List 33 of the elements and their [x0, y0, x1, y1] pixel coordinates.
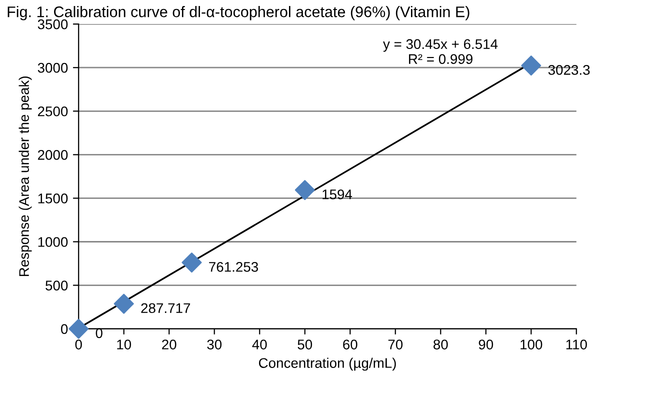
- x-tick-label: 20: [162, 340, 176, 350]
- y-tick-label: 3500: [38, 19, 68, 30]
- x-tick-label: 30: [207, 340, 222, 350]
- y-tick-label: 500: [46, 280, 68, 290]
- x-tick-label: 110: [566, 340, 587, 350]
- x-tick-label: 70: [388, 340, 403, 350]
- y-tick-label: 1500: [38, 194, 68, 204]
- x-tick-label: 80: [434, 340, 448, 350]
- point: [68, 318, 89, 339]
- data-label: 761.253: [209, 262, 258, 272]
- chart-title: Fig. 1: Calibration curve of dl-α-tocopherol acetate (96%) (Vitamin E): [8, 6, 470, 20]
- point: [521, 56, 542, 76]
- data-label: 3023.3: [548, 65, 590, 75]
- y-tick-label: 2500: [38, 106, 68, 116]
- point: [182, 252, 202, 273]
- x-axis-title: Concentration (µg/mL): [258, 358, 396, 371]
- x-tick-label: 90: [478, 340, 494, 350]
- y-tick-label: 3000: [38, 62, 68, 73]
- data-label: 287.717: [141, 303, 190, 314]
- x-tick-label: 10: [117, 340, 132, 350]
- y-tick-label: 2000: [38, 150, 68, 160]
- y-tick-label: 1000: [38, 237, 68, 247]
- x-tick-label: 60: [343, 340, 358, 350]
- y-axis-title: Response (Area under the peak): [18, 76, 32, 276]
- x-tick-label: 0: [75, 340, 82, 350]
- point: [114, 294, 134, 314]
- x-tick-label: 40: [252, 340, 267, 350]
- x-tick-label: 100: [520, 340, 542, 350]
- point: [294, 180, 315, 200]
- x-tick-label: 50: [298, 340, 312, 350]
- y-tick-label: 0: [61, 324, 68, 334]
- annotation: y = 30.45x + 6.514 R² = 0.999: [383, 39, 498, 64]
- data-label: 1594: [322, 189, 352, 200]
